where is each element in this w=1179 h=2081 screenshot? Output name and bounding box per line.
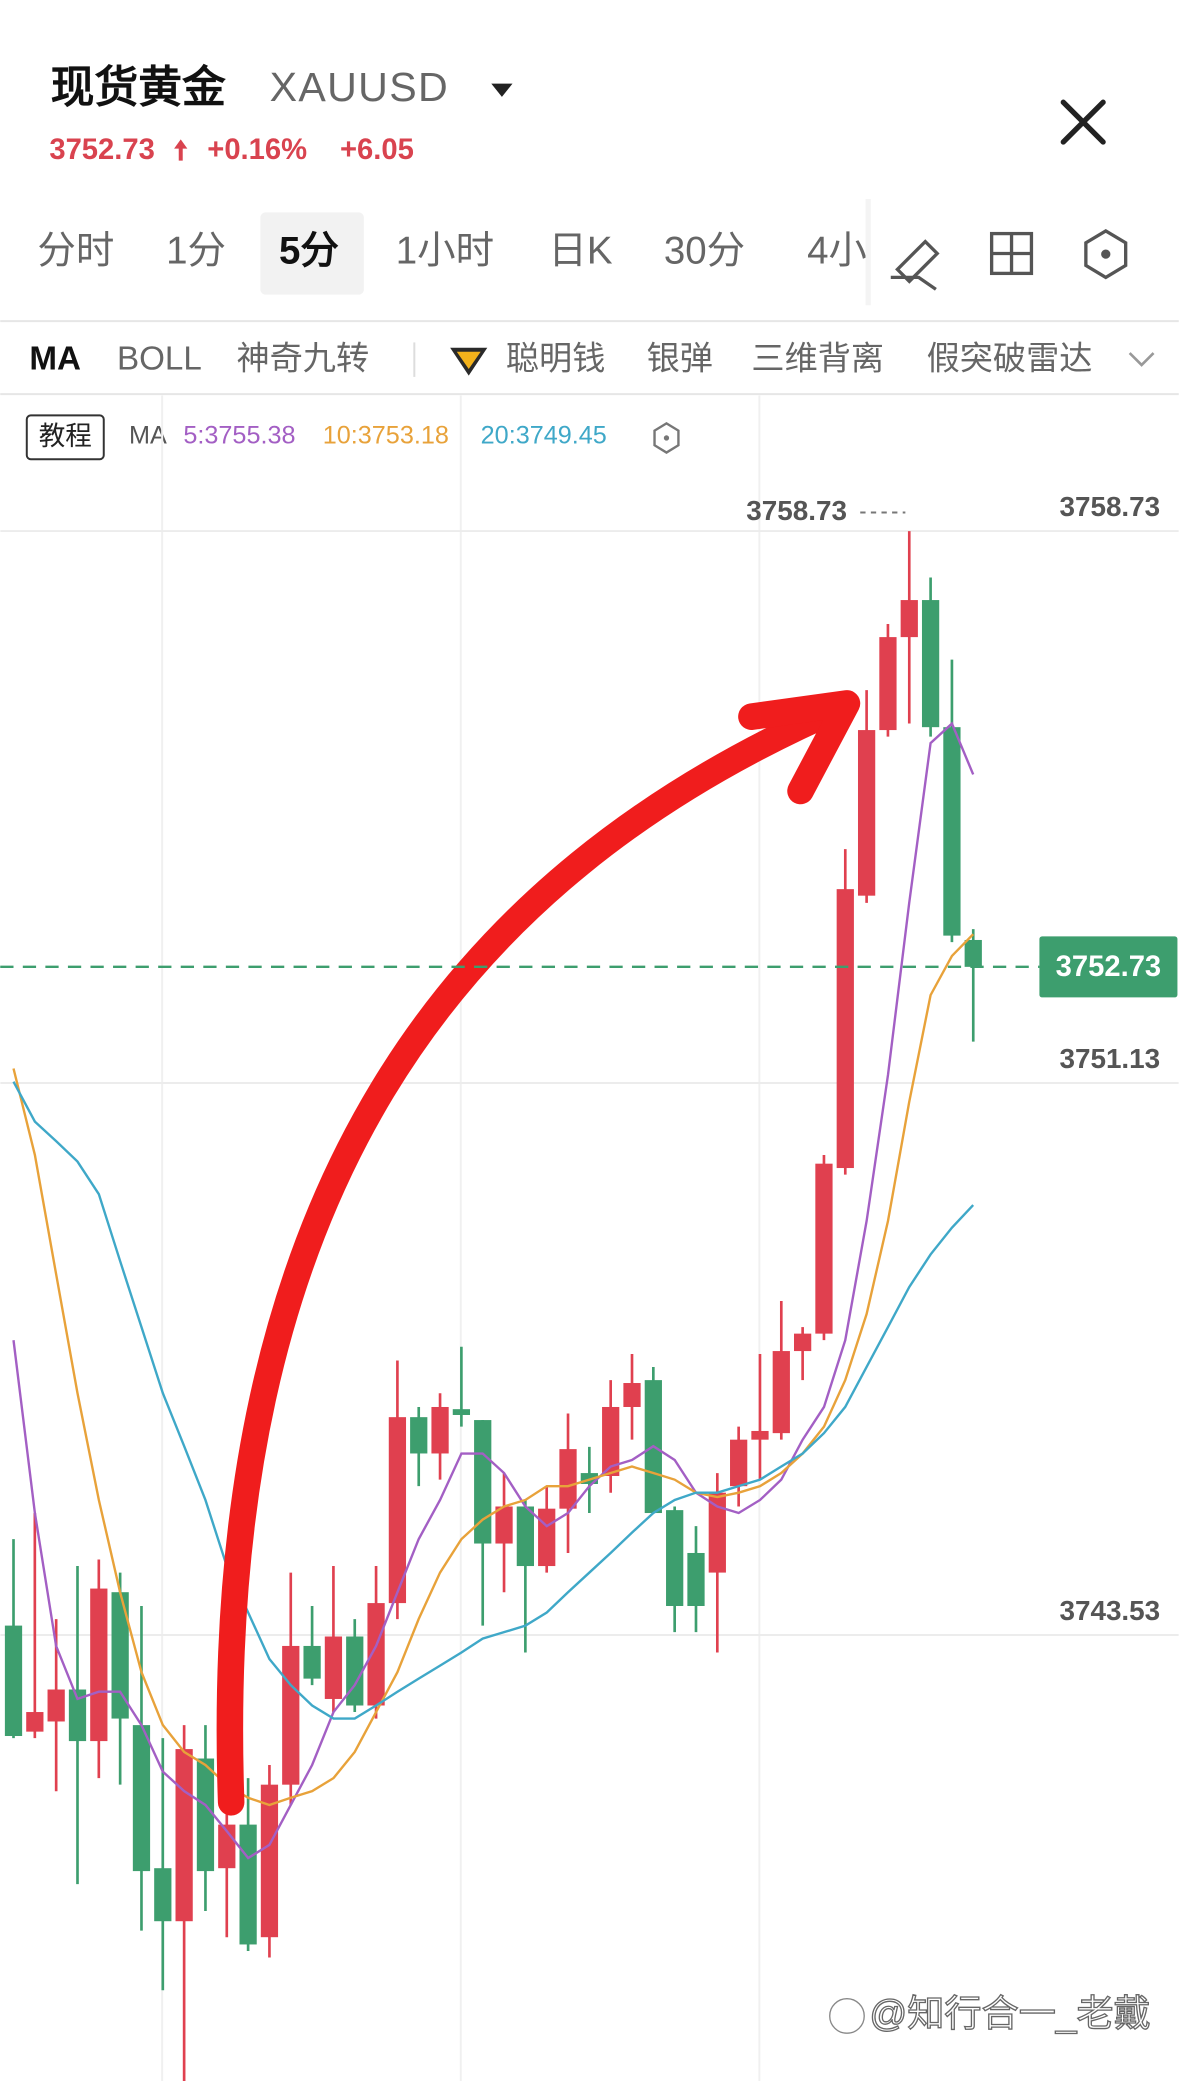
candle-body <box>538 1508 556 1567</box>
max-price-label: 3758.73 <box>746 495 847 526</box>
close-button[interactable] <box>1060 99 1106 145</box>
candle-body <box>175 1749 193 1922</box>
candle-body <box>516 1506 534 1567</box>
candle-body <box>303 1645 321 1679</box>
timeframe-tab[interactable]: 5分 <box>279 230 339 273</box>
candle-body <box>751 1430 769 1440</box>
plot-area <box>0 530 1179 2081</box>
candle-body <box>772 1351 790 1434</box>
candle-body <box>282 1645 300 1785</box>
timeframe-tab[interactable]: 30分 <box>664 230 745 273</box>
candle-body <box>388 1417 407 1604</box>
candle-body <box>857 730 876 896</box>
candle-body <box>495 1506 513 1544</box>
candle-body <box>794 1333 812 1352</box>
y-tick-label: 3743.53 <box>1059 1595 1160 1626</box>
indicator-tabs: MA BOLL 神奇九转 聪明钱 银弹 三维背离 假突破雷达 <box>29 341 1092 378</box>
indicator-tab[interactable]: 聪明钱 <box>506 341 605 378</box>
candle-body <box>196 1758 215 1872</box>
candle-body <box>90 1588 108 1742</box>
candle-body <box>708 1492 726 1573</box>
candle-body <box>623 1383 641 1407</box>
candle-body <box>68 1689 87 1742</box>
diamond-icon <box>450 347 488 376</box>
candle-body <box>730 1439 748 1487</box>
y-tick-label: 3751.13 <box>1059 1043 1160 1074</box>
annotation-arrow <box>216 690 861 1816</box>
timeframe-tab[interactable]: 1小时 <box>396 230 494 273</box>
candle-body <box>346 1636 364 1706</box>
candle-body <box>964 939 982 967</box>
indicator-tab[interactable]: 假突破雷达 <box>927 341 1093 378</box>
draw-tool-icon[interactable] <box>890 239 940 291</box>
candle-body <box>666 1510 684 1606</box>
watermark: @知行合一_老戴 <box>829 1991 1152 2034</box>
up-arrow <box>174 139 188 161</box>
candle-body <box>921 600 940 728</box>
candle-body <box>324 1636 343 1699</box>
candle-body <box>602 1406 620 1476</box>
change-pct: +0.16% <box>207 134 307 166</box>
candle-body <box>154 1868 172 1922</box>
last-price-label: 3752.73 <box>1056 951 1162 983</box>
more-indicators[interactable] <box>1128 352 1155 367</box>
candle-body <box>132 1725 151 1872</box>
indicator-tab[interactable]: BOLL <box>117 341 202 378</box>
candle-body <box>474 1420 492 1544</box>
ma-legend: 5:3755.38 <box>183 421 295 449</box>
candle-body <box>687 1552 705 1606</box>
timeframe-tab[interactable]: 日K <box>548 230 612 273</box>
ma-line <box>12 1081 975 1720</box>
active-tab-bg <box>260 212 364 295</box>
candle-body <box>836 889 854 1169</box>
legend-title: MA <box>129 421 167 449</box>
timeframe-tabs: 分时 1分 5分 1小时 日K 30分 4小时 <box>37 212 905 295</box>
timeframe-tab[interactable]: 分时 <box>37 230 114 273</box>
candle-body <box>559 1449 577 1509</box>
symbol-dropdown[interactable] <box>491 83 513 97</box>
legend-settings-icon[interactable] <box>653 421 680 454</box>
candle-body <box>47 1689 65 1722</box>
candle-body <box>260 1784 279 1938</box>
candle-body <box>111 1592 129 1719</box>
candle-body <box>431 1406 449 1454</box>
candle-body <box>367 1603 385 1706</box>
tutorial-label[interactable]: 教程 <box>39 421 92 451</box>
price: 3752.73 <box>49 134 155 166</box>
ma-line <box>12 721 975 1860</box>
y-tick-label: 3758.73 <box>1059 491 1160 522</box>
ma-legend: 10:3753.18 <box>323 421 449 449</box>
change: +6.05 <box>340 134 414 166</box>
tab-fade <box>865 199 871 306</box>
timeframe-tab[interactable]: 4小时 <box>807 230 905 273</box>
indicator-tab[interactable]: 神奇九转 <box>236 341 369 378</box>
indicator-tab[interactable]: 银弹 <box>647 341 713 378</box>
candle-body <box>410 1417 428 1454</box>
last-price-tag <box>1039 936 1178 998</box>
symbol[interactable]: XAUUSD <box>270 64 449 110</box>
candle-body <box>815 1163 833 1334</box>
timeframe-tab[interactable]: 1分 <box>166 230 226 273</box>
settings-icon[interactable] <box>1084 228 1128 280</box>
ma-line <box>12 933 975 1807</box>
tutorial-button[interactable] <box>25 414 105 461</box>
title: 现货黄金 <box>51 63 226 112</box>
candle-body <box>4 1625 23 1737</box>
candle-body <box>26 1712 44 1732</box>
candle-body <box>452 1409 471 1415</box>
candle-body <box>943 727 961 936</box>
ma-legend: 20:3749.45 <box>481 421 607 449</box>
candle-body <box>239 1824 257 1945</box>
layout-icon[interactable] <box>989 231 1034 276</box>
indicator-tab[interactable]: 三维背离 <box>751 341 884 378</box>
indicator-tab[interactable]: MA <box>29 341 81 378</box>
candle-body <box>900 600 918 638</box>
candle-body <box>879 637 897 731</box>
watermark-text: @知行合一_老戴 <box>870 1992 1151 2034</box>
